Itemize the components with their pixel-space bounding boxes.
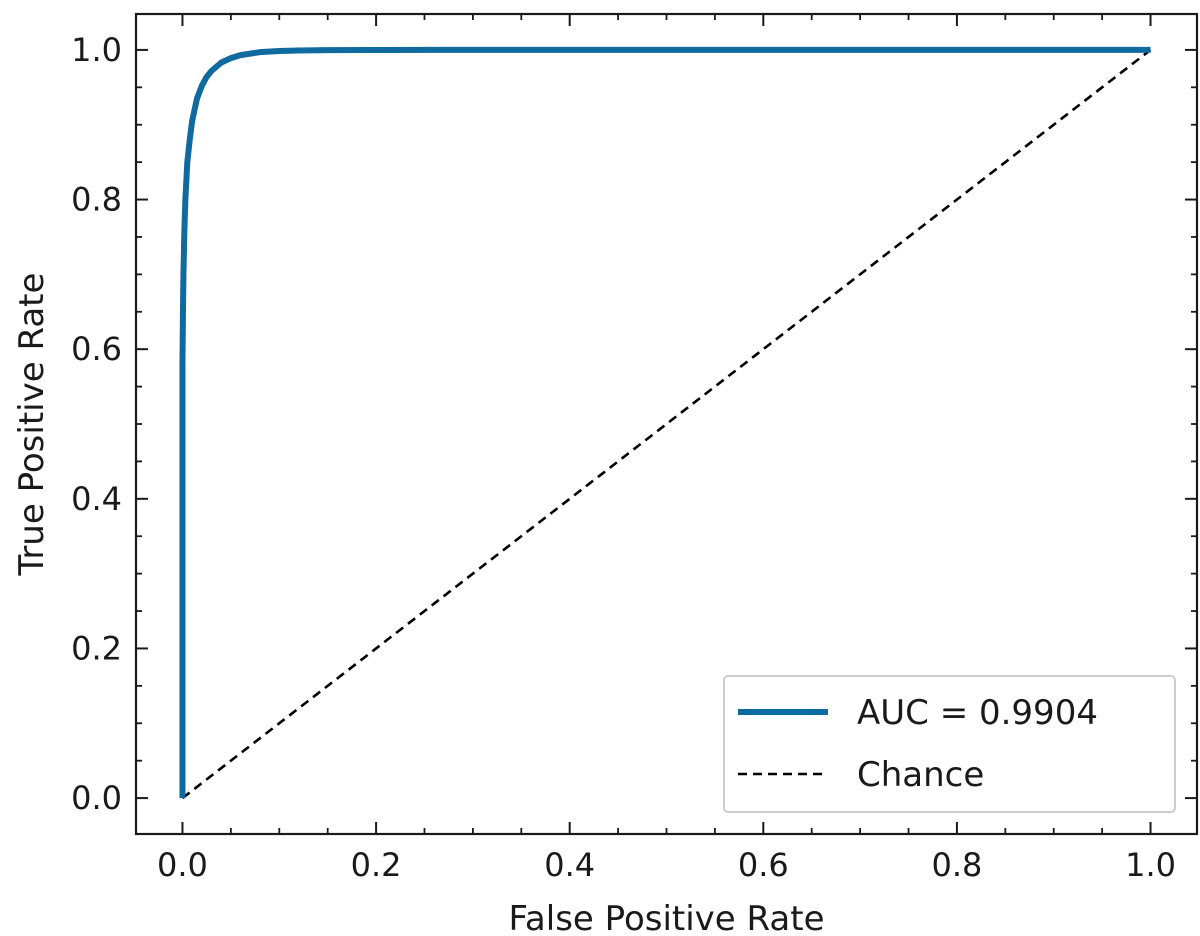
y-tick-label: 0.4 — [71, 480, 122, 518]
plot-frame — [134, 12, 1199, 836]
ticks-layer: 0.0 0.2 0.4 0.6 0.8 1.0 0.0 0.2 0.4 0.6 0.8 1.0 — [71, 14, 1197, 884]
y-tick-label: 0.2 — [71, 629, 122, 667]
x-tick-label: 0.8 — [931, 846, 982, 884]
y-tick-label: 0.8 — [71, 181, 122, 219]
legend-box — [723, 675, 1176, 813]
series-layer — [179, 46, 1152, 800]
y-axis-label: True Positive Rate — [12, 273, 52, 577]
legend: AUC = 0.9904 Chance — [723, 675, 1176, 813]
x-tick-label: 1.0 — [1125, 846, 1176, 884]
legend-label-chance: Chance — [857, 755, 984, 795]
chance-line — [181, 48, 1152, 800]
labels-layer: False Positive Rate True Positive Rate — [12, 273, 825, 936]
x-tick-label: 0.2 — [351, 846, 402, 884]
roc-curve-line — [179, 46, 1151, 799]
x-tick-label: 0.0 — [157, 846, 208, 884]
y-tick-label: 0.0 — [71, 779, 122, 817]
x-axis-label: False Positive Rate — [509, 899, 825, 936]
y-tick-label: 1.0 — [71, 31, 122, 69]
x-tick-label: 0.4 — [544, 846, 595, 884]
y-tick-label: 0.6 — [71, 330, 122, 368]
legend-label-roc: AUC = 0.9904 — [857, 693, 1098, 733]
x-tick-label: 0.6 — [738, 846, 789, 884]
